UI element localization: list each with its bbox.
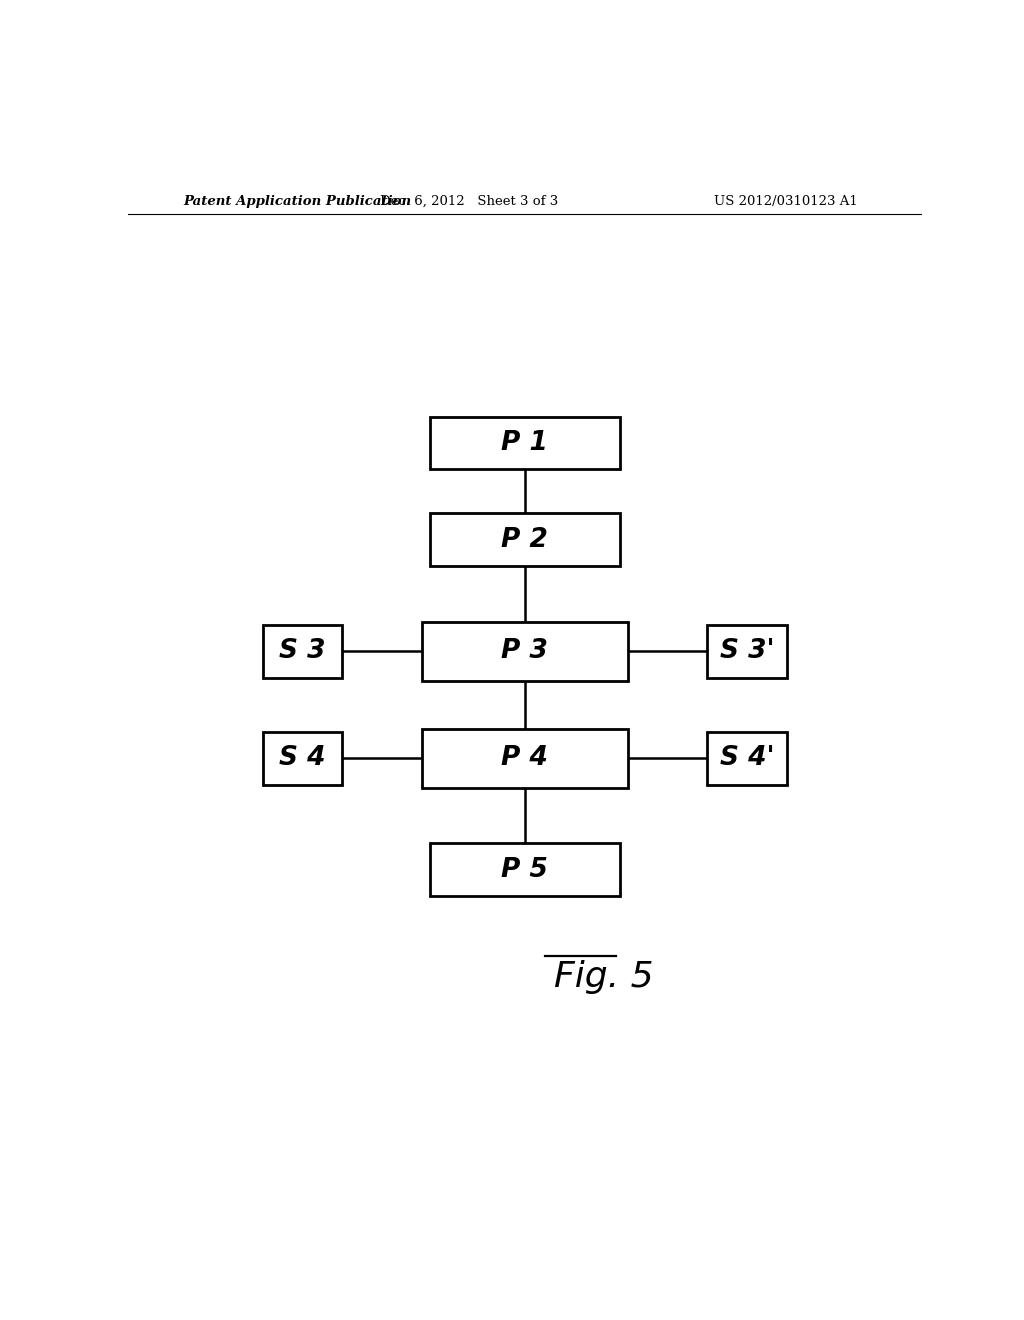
Text: S 4: S 4 xyxy=(280,744,326,771)
Bar xyxy=(708,731,786,784)
Bar xyxy=(430,513,621,566)
Text: S 4': S 4' xyxy=(720,744,774,771)
Text: Fig. 5: Fig. 5 xyxy=(554,960,654,994)
Text: Dec. 6, 2012   Sheet 3 of 3: Dec. 6, 2012 Sheet 3 of 3 xyxy=(380,194,558,207)
Bar xyxy=(430,843,621,896)
Text: P 4: P 4 xyxy=(502,744,548,771)
Text: Patent Application Publication: Patent Application Publication xyxy=(183,194,412,207)
Text: P 2: P 2 xyxy=(502,527,548,553)
Text: S 3: S 3 xyxy=(280,639,326,664)
Text: P 3: P 3 xyxy=(502,639,548,664)
Text: US 2012/0310123 A1: US 2012/0310123 A1 xyxy=(715,194,858,207)
Text: S 3': S 3' xyxy=(720,639,774,664)
Text: P 1: P 1 xyxy=(502,430,548,455)
Bar xyxy=(263,624,342,677)
Bar xyxy=(263,731,342,784)
Bar xyxy=(422,729,628,788)
Bar xyxy=(430,417,621,470)
Text: P 5: P 5 xyxy=(502,857,548,883)
Bar xyxy=(422,622,628,681)
Bar xyxy=(708,624,786,677)
